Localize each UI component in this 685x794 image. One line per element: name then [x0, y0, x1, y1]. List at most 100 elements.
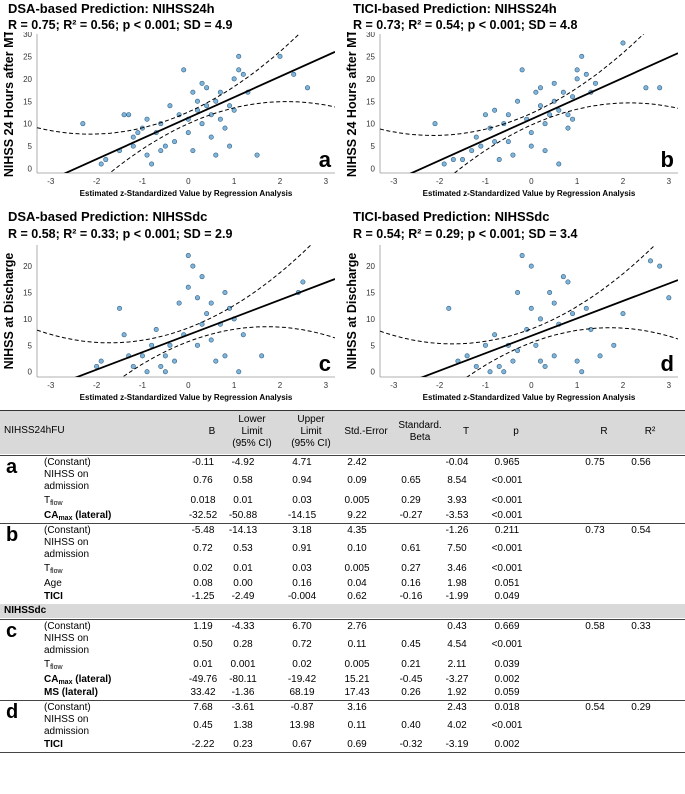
data-point — [450, 157, 456, 163]
data-point — [579, 369, 585, 375]
data-point — [194, 98, 200, 104]
row-variable: TICI — [44, 739, 63, 750]
y-tick-label: 10 — [366, 120, 375, 129]
data-point — [570, 311, 576, 317]
cell-up: 13.98 — [289, 720, 315, 731]
row-variable: Tflow — [44, 563, 63, 575]
model-letter: a — [6, 456, 18, 478]
cell-lo: 0.53 — [233, 543, 253, 554]
y-tick-label: 20 — [23, 75, 32, 84]
data-point — [473, 363, 479, 369]
data-point — [190, 263, 196, 269]
cell-b: -0.11 — [191, 457, 215, 468]
panel-stats: R = 0.54; R² = 0.29; p < 0.001; SD = 3.4 — [353, 227, 578, 241]
cell-t: 1.98 — [447, 578, 467, 589]
data-point — [583, 71, 589, 77]
cell-lo: 0.01 — [233, 563, 253, 574]
cell-p: 0.965 — [494, 457, 520, 468]
panel-stats: R = 0.75; R² = 0.56; p < 0.001; SD = 4.9 — [8, 18, 233, 32]
data-point — [551, 300, 557, 306]
data-point — [144, 116, 150, 122]
data-point — [149, 342, 155, 348]
data-point — [574, 76, 580, 82]
data-point — [149, 161, 155, 167]
cell-r2: 0.29 — [631, 702, 651, 713]
x-tick-label: 1 — [232, 177, 237, 186]
data-point — [199, 274, 205, 280]
data-point — [194, 342, 200, 348]
x-tick-label: -3 — [47, 381, 55, 390]
cell-t: -0.04 — [445, 457, 469, 468]
data-point — [643, 85, 649, 91]
data-point — [185, 130, 191, 136]
data-point — [528, 305, 534, 311]
cell-lo: -4.33 — [231, 621, 255, 632]
data-point — [80, 121, 86, 127]
data-point — [291, 71, 297, 77]
panel-title: TICI-based Prediction: NIHSSdc — [353, 209, 550, 224]
cell-up: -14.15 — [287, 510, 317, 521]
data-point — [222, 353, 228, 359]
header-label: NIHSS24hFU — [4, 425, 65, 436]
data-point — [158, 363, 164, 369]
data-point — [579, 53, 585, 59]
model-letter: c — [6, 620, 18, 642]
y-tick-label: 15 — [23, 289, 32, 298]
cell-p: <0.001 — [491, 475, 523, 486]
cell-p: <0.001 — [491, 495, 523, 506]
regression-table: NIHSS24hFU B Lower Limit (95% CI) Upper Limit(… — [0, 410, 685, 794]
cell-se: 0.69 — [347, 739, 367, 750]
model-rule — [0, 619, 685, 620]
data-point — [236, 53, 242, 59]
cell-up: 0.67 — [292, 739, 312, 750]
data-point — [121, 112, 127, 118]
data-point — [528, 263, 534, 269]
data-point — [620, 311, 626, 317]
data-point — [519, 67, 525, 73]
data-point — [208, 300, 214, 306]
data-point — [496, 363, 502, 369]
cell-lo: -80.11 — [229, 674, 257, 685]
data-point — [519, 253, 525, 259]
data-point — [441, 161, 447, 167]
header-beta: Standard. Beta — [398, 420, 442, 443]
data-point — [185, 253, 191, 259]
panel-stats: R = 0.58; R² = 0.33; p < 0.001; SD = 2.9 — [8, 227, 233, 241]
cell-lo: -4.92 — [231, 457, 255, 468]
data-point — [94, 363, 100, 369]
cell-beta: 0.61 — [401, 543, 421, 554]
x-tick-label: -1 — [139, 177, 147, 186]
regression-line — [409, 52, 678, 173]
data-point — [222, 125, 228, 131]
ci-lower-curve — [453, 102, 678, 173]
panel-a: DSA-based Prediction: NIHSS24h R = 0.75;… — [0, 0, 342, 205]
x-tick-label: 1 — [232, 381, 237, 390]
data-point — [259, 353, 265, 359]
cell-b: -2.22 — [191, 739, 215, 750]
data-point — [98, 358, 104, 364]
section-band-dc — [0, 604, 685, 618]
data-point — [130, 134, 136, 140]
cell-se: 0.10 — [347, 543, 367, 554]
data-point — [496, 157, 502, 163]
y-axis-label: NIHSS 24 Hours after MT — [345, 32, 359, 177]
cell-p: <0.001 — [491, 639, 523, 650]
model-rule — [0, 700, 685, 701]
row-variable: TICI — [44, 591, 63, 602]
row-variable: MS (lateral) — [44, 687, 98, 698]
cell-lo: -14.13 — [228, 525, 258, 536]
panel-title: DSA-based Prediction: NIHSS24h — [8, 1, 215, 16]
data-point — [213, 98, 219, 104]
x-tick-label: -2 — [93, 177, 101, 186]
cell-lo: -3.61 — [231, 702, 255, 713]
cell-p: 0.669 — [494, 621, 520, 632]
header-lower: Lower Limit (95% CI) — [232, 414, 272, 449]
data-point — [130, 363, 136, 369]
cell-se: 0.11 — [347, 720, 367, 731]
cell-se: 0.005 — [344, 563, 370, 574]
data-point — [144, 152, 150, 158]
y-tick-label: 0 — [371, 368, 376, 377]
y-tick-label: 20 — [366, 75, 375, 84]
cell-lo: 0.00 — [233, 578, 253, 589]
x-axis-label: Estimated z-Standardized Value by Regres… — [423, 189, 636, 198]
